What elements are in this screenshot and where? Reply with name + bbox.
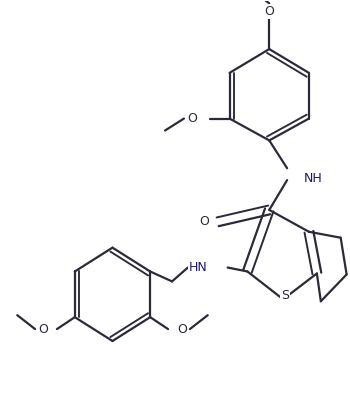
Text: O: O xyxy=(264,5,274,18)
Text: O: O xyxy=(187,112,197,125)
Text: O: O xyxy=(199,215,209,228)
Text: S: S xyxy=(281,289,289,302)
Text: NH: NH xyxy=(304,172,323,185)
Text: HN: HN xyxy=(189,261,208,274)
Text: O: O xyxy=(38,323,48,335)
Text: O: O xyxy=(177,323,187,335)
